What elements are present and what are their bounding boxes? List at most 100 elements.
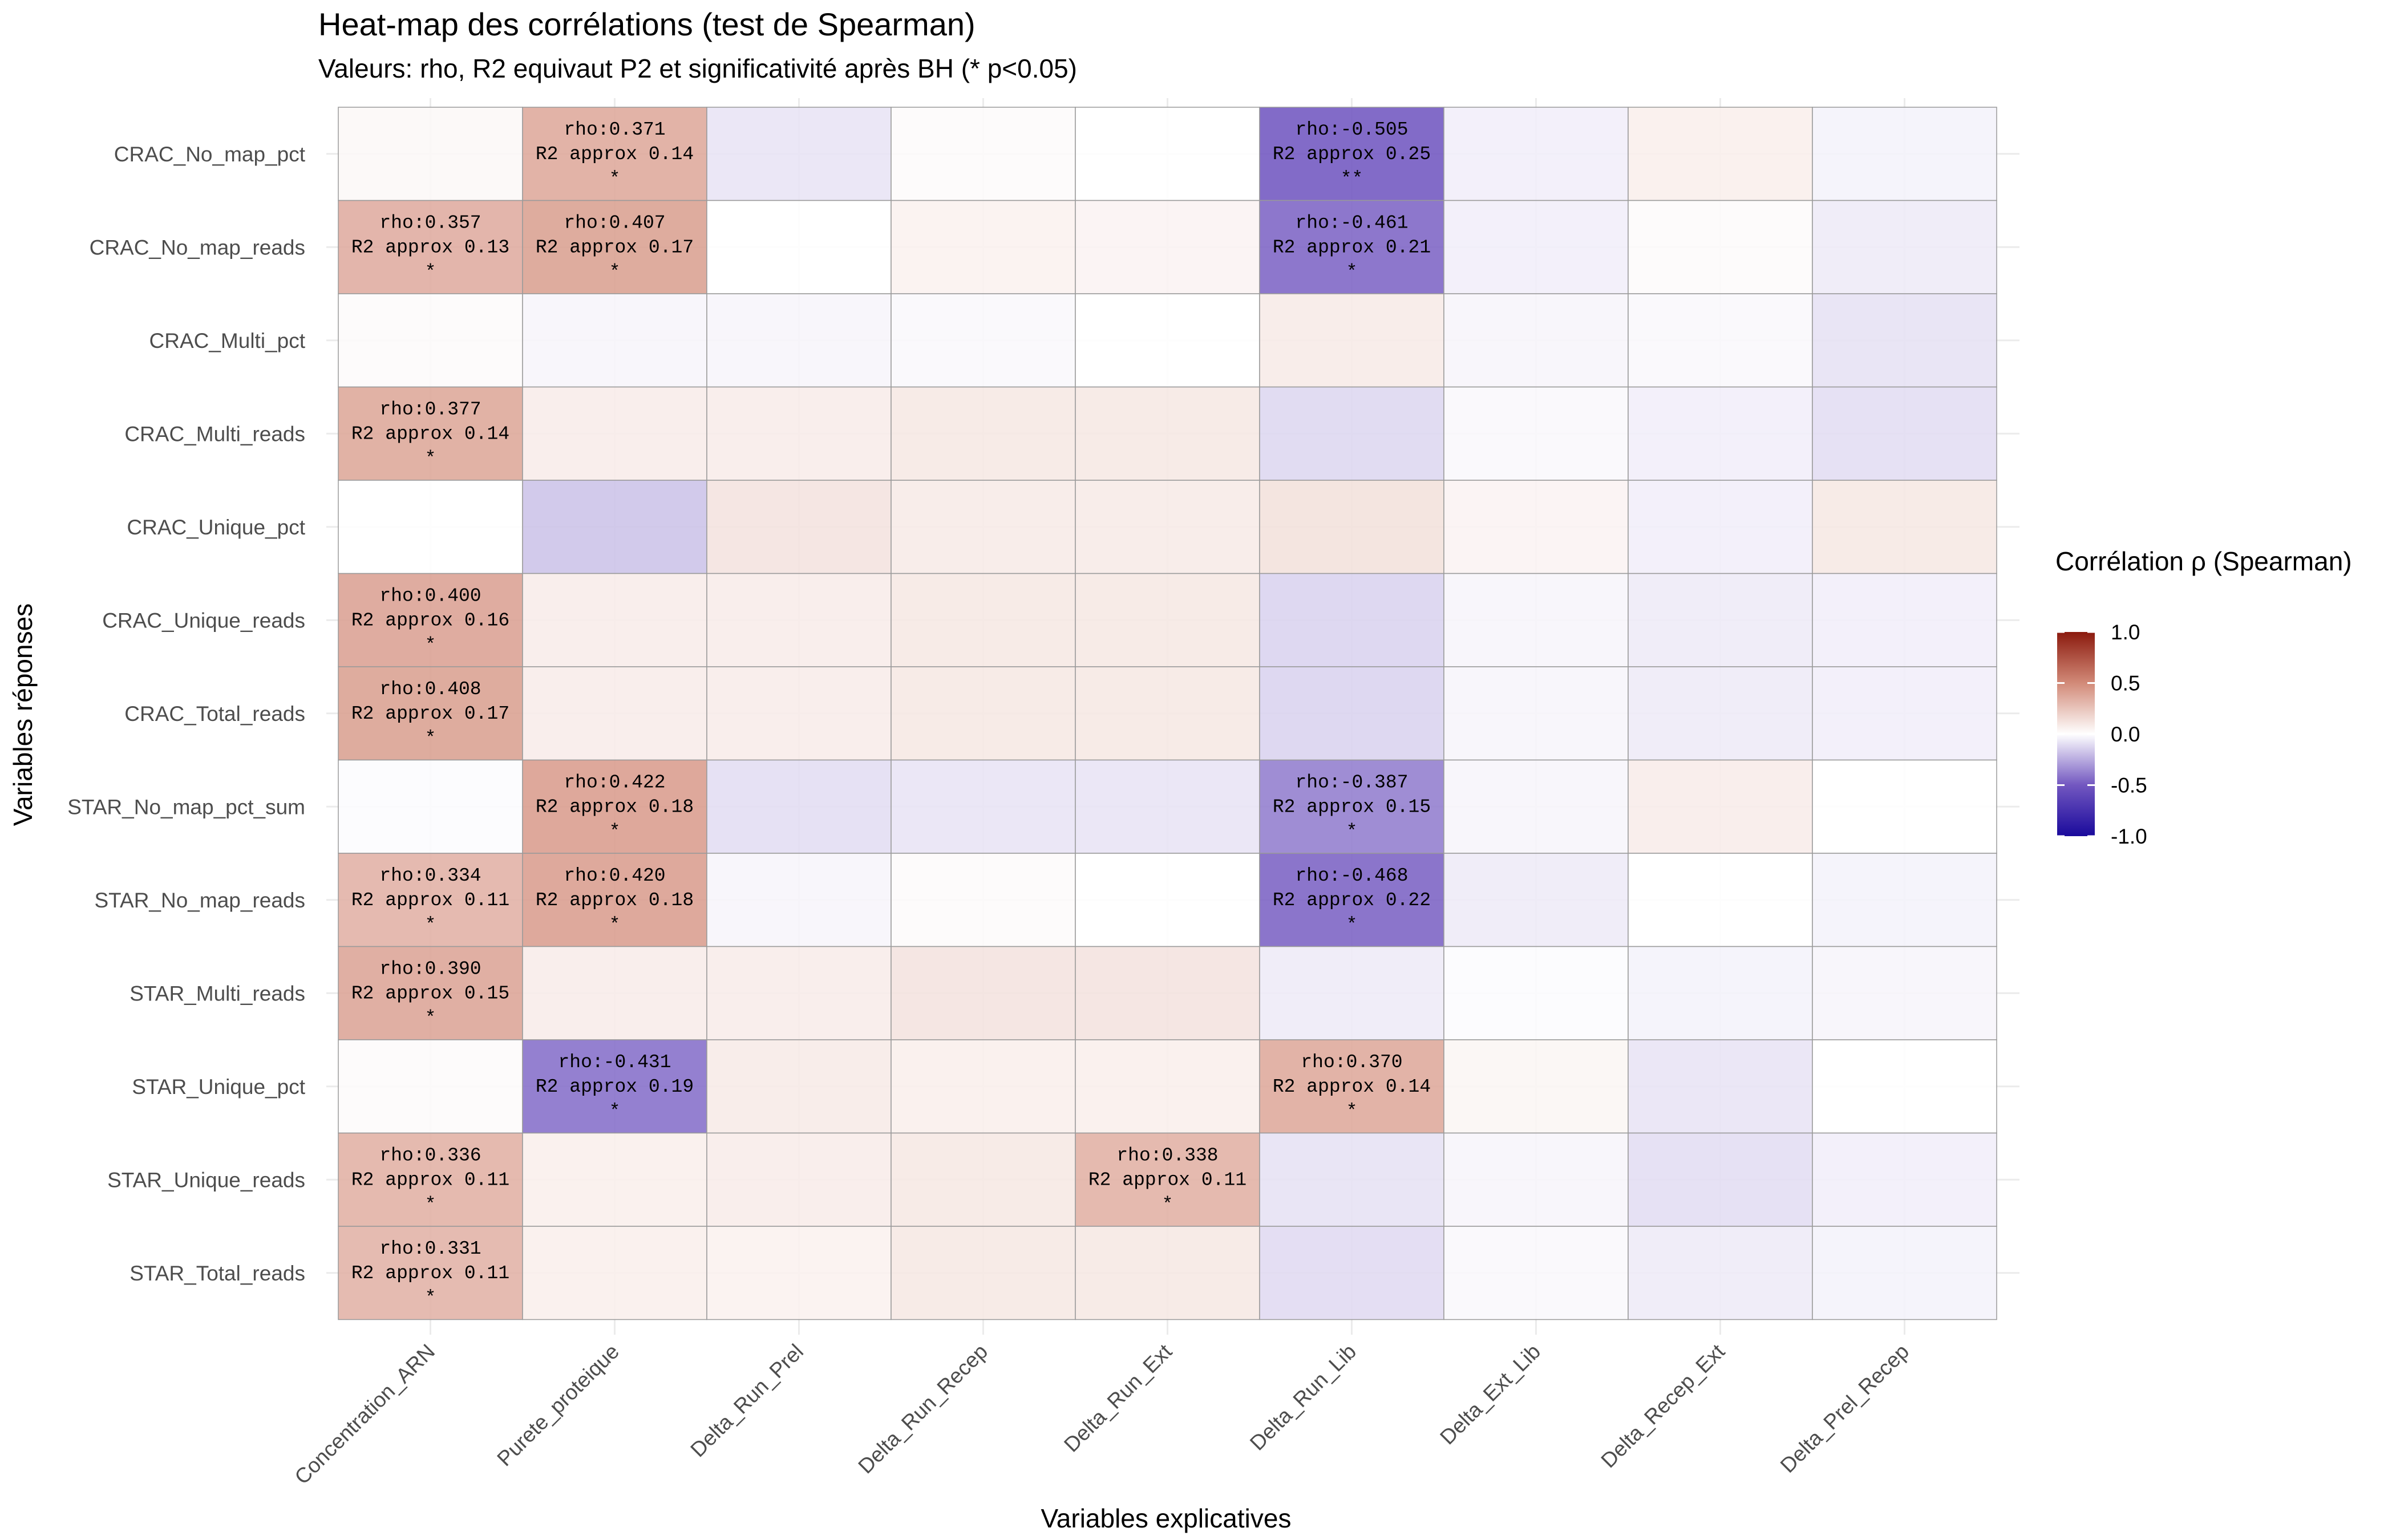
heatmap-cell	[522, 1132, 707, 1227]
heatmap-cell	[338, 293, 523, 388]
heatmap-cell	[522, 293, 707, 388]
heatmap-cell	[522, 1039, 707, 1134]
heatmap-cell	[1628, 200, 1813, 294]
heatmap-cell	[891, 480, 1076, 574]
cell-label: rho:0.357 R2 approx 0.13 *	[351, 212, 509, 282]
x-axis-title: Variables explicatives	[1041, 1503, 1292, 1533]
heatmap-cell	[1628, 293, 1813, 388]
heatmap-cell	[1075, 1226, 1260, 1320]
heatmap-cell	[338, 1039, 523, 1134]
legend-tick-label: -0.5	[2111, 774, 2147, 797]
x-tick-label: Delta_Run_Recep	[853, 1340, 992, 1478]
heatmap-cell	[1259, 200, 1444, 294]
heatmap-cell	[891, 666, 1076, 761]
heatmap-cell	[1443, 1132, 1629, 1227]
x-tick-label: Delta_Run_Prel	[686, 1340, 808, 1462]
heatmap-cell	[891, 293, 1076, 388]
heatmap-cell	[1628, 1039, 1813, 1134]
y-tick-label: STAR_Unique_reads	[107, 1168, 305, 1192]
cell-label: rho:-0.468 R2 approx 0.22 *	[1273, 865, 1431, 935]
x-tick-label: Delta_Recep_Ext	[1597, 1339, 1730, 1472]
heatmap-cell	[1443, 1039, 1629, 1134]
heatmap-cell	[1075, 480, 1260, 574]
heatmap-cell	[891, 853, 1076, 947]
heatmap-cell	[1443, 946, 1629, 1040]
heatmap-cell	[1075, 293, 1260, 388]
heatmap-cell	[1443, 293, 1629, 388]
y-tick-label: STAR_Total_reads	[129, 1262, 305, 1285]
cell-label: rho:0.334 R2 approx 0.11 *	[351, 865, 509, 935]
x-tick-label: Delta_Run_Ext	[1059, 1339, 1176, 1456]
y-tick-label: CRAC_Unique_reads	[102, 609, 305, 632]
heatmap-cell	[1812, 480, 1997, 574]
heatmap-cell	[891, 1039, 1076, 1134]
heatmap-cell	[1812, 853, 1997, 947]
cell-label: rho:0.338 R2 approx 0.11 *	[1088, 1145, 1246, 1215]
heatmap-cell	[522, 480, 707, 574]
heatmap-cell	[1259, 946, 1444, 1040]
legend-tick-label: 0.5	[2111, 672, 2140, 695]
heatmap-cell	[1628, 1226, 1813, 1320]
heatmap-cell	[522, 573, 707, 667]
heatmap-cell	[1075, 946, 1260, 1040]
heatmap-cell	[338, 200, 523, 294]
heatmap-cell	[706, 200, 892, 294]
heatmap-cell	[1812, 386, 1997, 481]
legend-tick-label: -1.0	[2111, 825, 2147, 848]
legend-title: Corrélation ρ (Spearman)	[2055, 546, 2352, 576]
heatmap-cell	[891, 200, 1076, 294]
heatmap-cell	[1443, 107, 1629, 201]
heatmap-cell	[706, 293, 892, 388]
x-tick-label: Delta_Prel_Recep	[1776, 1340, 1913, 1477]
cell-label: rho:-0.387 R2 approx 0.15 *	[1273, 772, 1431, 842]
y-tick-label: STAR_Multi_reads	[129, 982, 305, 1005]
cell-label: rho:-0.431 R2 approx 0.19 *	[536, 1052, 694, 1122]
heatmap-cell	[1259, 386, 1444, 481]
heatmap-cell	[1259, 1132, 1444, 1227]
y-tick-label: CRAC_Total_reads	[124, 702, 305, 726]
heatmap-cell	[338, 386, 523, 481]
heatmap-cell-labels: rho:0.371 R2 approx 0.14 * rho:-0.505 R2 app…	[351, 119, 1431, 1308]
y-axis-title: Variables réponses	[8, 603, 38, 826]
heatmap-cell	[1812, 107, 1997, 201]
y-tick-label: STAR_No_map_pct_sum	[67, 795, 305, 818]
heatmap-cell	[1628, 386, 1813, 481]
heatmap-cell	[891, 1132, 1076, 1227]
heatmap-cell	[1628, 759, 1813, 854]
cell-label: rho:0.390 R2 approx 0.15 *	[351, 958, 509, 1028]
y-axis-tick-labels: CRAC_No_map_pct CRAC_No_map_reads CRAC_Mul…	[67, 143, 305, 1285]
heatmap-cell	[1628, 573, 1813, 667]
heatmap-cell	[522, 666, 707, 761]
heatmap-cell	[891, 107, 1076, 201]
heatmap-cell	[338, 1226, 523, 1320]
heatmap-cell	[522, 946, 707, 1040]
heatmap-cell	[706, 853, 892, 947]
heatmap-cell	[1443, 853, 1629, 947]
heatmap-cell	[891, 946, 1076, 1040]
chart-title: Heat-map des corrélations (test de Spear…	[318, 6, 976, 42]
heatmap-cell	[1075, 107, 1260, 201]
y-tick-label: CRAC_Unique_pct	[127, 516, 305, 539]
cell-label: rho:0.331 R2 approx 0.11 *	[351, 1238, 509, 1308]
heatmap-cell	[1259, 293, 1444, 388]
cell-label: rho:0.408 R2 approx 0.17 *	[351, 679, 509, 749]
heatmap-cell	[1443, 386, 1629, 481]
cell-label: rho:0.336 R2 approx 0.11 *	[351, 1145, 509, 1215]
heatmap-cell	[1259, 573, 1444, 667]
heatmap-cell	[706, 946, 892, 1040]
legend-tick-label: 1.0	[2111, 621, 2140, 644]
heatmap-cell	[706, 666, 892, 761]
x-tick-label: Delta_Ext_Lib	[1435, 1340, 1545, 1449]
heatmap-cell	[706, 573, 892, 667]
cell-label: rho:-0.505 R2 approx 0.25 **	[1273, 119, 1431, 189]
heatmap-cell	[1075, 386, 1260, 481]
heatmap-cell	[1259, 1226, 1444, 1320]
x-axis-tick-labels: Concentration_ARN Purete_proteique Delta_R…	[290, 1339, 1913, 1489]
heatmap-cell	[706, 107, 892, 201]
heatmap-cell	[338, 573, 523, 667]
heatmap-cell	[891, 573, 1076, 667]
heatmap-cell	[1812, 666, 1997, 761]
heatmap-cell	[1259, 1039, 1444, 1134]
cell-label: rho:0.422 R2 approx 0.18 *	[536, 772, 694, 842]
y-tick-label: CRAC_Multi_pct	[149, 329, 306, 352]
